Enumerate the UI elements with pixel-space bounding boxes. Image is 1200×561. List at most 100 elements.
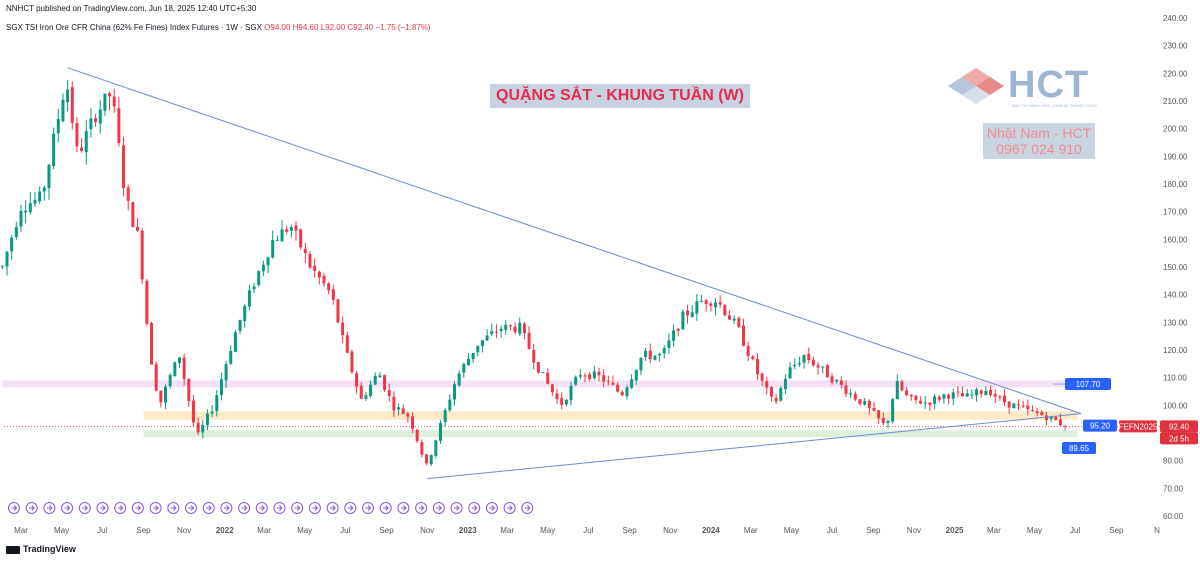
candle-body <box>383 375 387 390</box>
event-marker-icon[interactable] <box>397 502 410 514</box>
candle <box>219 372 223 401</box>
candle-body <box>723 305 727 316</box>
candle <box>61 93 65 123</box>
candle-body <box>1035 411 1039 413</box>
event-marker-icon[interactable] <box>96 502 109 514</box>
event-marker-icon[interactable] <box>273 502 286 514</box>
candle-body <box>1030 410 1034 412</box>
candle-body <box>914 395 918 401</box>
y-tick-label: 100.00 <box>1163 401 1188 410</box>
event-marker-icon[interactable] <box>450 502 463 514</box>
x-tick-label: Jul <box>1070 526 1080 535</box>
hct-diamond-icon <box>948 68 1004 104</box>
candle <box>928 401 932 412</box>
event-marker-icon[interactable] <box>43 502 56 514</box>
candle <box>480 340 484 353</box>
candle-body <box>10 237 14 252</box>
event-marker-icon[interactable] <box>202 502 215 514</box>
contact-box: Nhật Nam - HCT 0967 024 910 <box>983 123 1095 159</box>
event-marker-icon[interactable] <box>8 502 20 514</box>
candle <box>494 324 498 339</box>
candles <box>0 79 1067 467</box>
event-marker-icon[interactable] <box>255 502 268 514</box>
candle <box>760 372 764 386</box>
candle <box>811 356 815 367</box>
candle-body <box>462 364 466 373</box>
y-tick-label: 160.00 <box>1163 235 1188 244</box>
candle-body <box>518 322 522 334</box>
candle <box>415 429 419 444</box>
candle-body <box>177 357 181 364</box>
candle-body <box>112 96 116 107</box>
candle <box>546 368 550 385</box>
x-tick-label: May <box>540 526 555 535</box>
event-marker-icon[interactable] <box>468 502 481 514</box>
event-marker-icon[interactable] <box>220 502 233 514</box>
candle-body <box>835 379 839 382</box>
event-marker-icon[interactable] <box>308 502 321 514</box>
candle-body <box>769 387 773 397</box>
candle-body <box>662 348 666 354</box>
candle-body <box>0 266 4 268</box>
candle <box>905 386 909 397</box>
y-tick-label: 230.00 <box>1163 42 1188 51</box>
event-marker-icon[interactable] <box>149 502 162 514</box>
candle <box>466 352 470 366</box>
candle <box>723 304 727 317</box>
event-marker-icon[interactable] <box>25 502 38 514</box>
event-marker-icon[interactable] <box>362 502 374 514</box>
candle-body <box>853 393 857 400</box>
legend-low: L92.00 <box>320 23 346 32</box>
event-marker-icon[interactable] <box>131 502 144 514</box>
candle-body <box>634 369 638 381</box>
candle-body <box>70 87 74 123</box>
band-pink <box>2 380 1078 388</box>
y-tick-label: 190.00 <box>1163 152 1188 161</box>
event-marker-icon[interactable] <box>432 502 445 514</box>
candle <box>150 321 154 365</box>
candle <box>900 379 904 392</box>
candle-body <box>28 203 32 213</box>
candle <box>858 398 862 406</box>
event-marker-icon[interactable] <box>291 502 304 514</box>
candle <box>620 390 624 397</box>
event-marker-icon[interactable] <box>78 502 91 514</box>
candle <box>275 235 279 241</box>
event-marker-icon[interactable] <box>521 502 534 514</box>
candle-body <box>728 315 732 320</box>
candle-body <box>429 455 433 465</box>
candle <box>578 369 582 380</box>
candle-body <box>1054 416 1058 421</box>
event-marker-icon[interactable] <box>415 502 428 514</box>
symbol-title[interactable]: SGX TSI Iron Ore CFR China (62% Fe Fines… <box>6 23 262 32</box>
candle <box>247 284 251 311</box>
event-marker-icon[interactable] <box>379 502 392 514</box>
event-marker-icon[interactable] <box>485 502 498 514</box>
event-marker-icon[interactable] <box>503 502 516 514</box>
candle-body <box>863 400 867 405</box>
event-marker-icon[interactable] <box>185 502 197 514</box>
candle-body <box>714 302 718 308</box>
tradingview-logo-icon <box>6 545 20 554</box>
event-marker-icon[interactable] <box>326 502 339 514</box>
candle-body <box>965 393 969 397</box>
candle <box>373 372 377 386</box>
candle-body <box>341 322 345 336</box>
event-marker-icon[interactable] <box>114 502 127 514</box>
candle-body <box>294 225 298 231</box>
candle-body <box>919 400 923 404</box>
event-marker-icon[interactable] <box>61 502 74 514</box>
candle-body <box>229 350 233 364</box>
tradingview-footer[interactable]: TradingView <box>6 544 76 554</box>
event-marker-icon[interactable] <box>167 502 180 514</box>
candle <box>686 304 690 324</box>
candle-body <box>648 350 652 359</box>
candle <box>383 374 387 393</box>
event-marker-icon[interactable] <box>344 502 357 514</box>
candle-body <box>494 331 498 333</box>
candle-body <box>238 319 242 331</box>
event-marker-icon[interactable] <box>238 502 251 514</box>
candle-body <box>1012 403 1016 409</box>
candle <box>560 392 564 410</box>
